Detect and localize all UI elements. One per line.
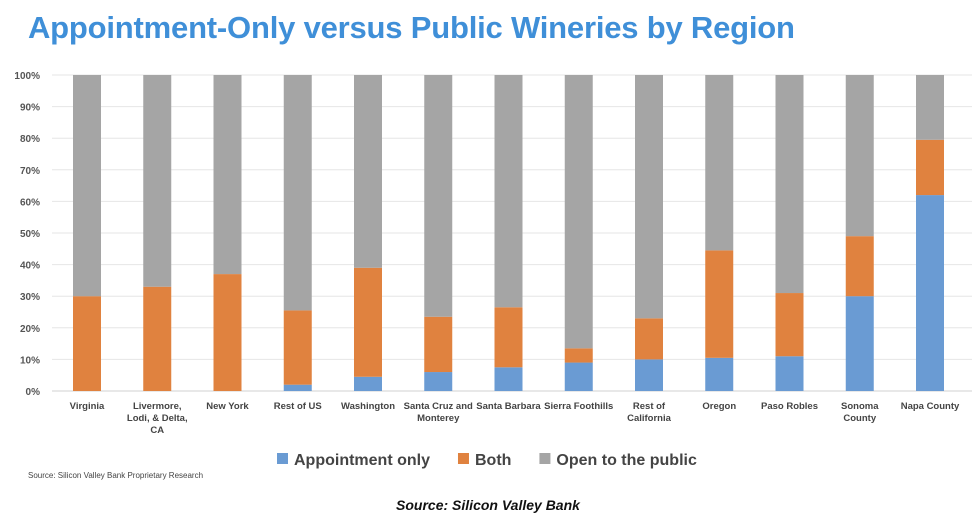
bar-segment: [73, 75, 101, 297]
y-tick-label: 60%: [20, 197, 40, 208]
x-tick-label: Santa Barbara: [476, 401, 541, 412]
bar-segment: [635, 359, 663, 391]
bar-segment: [775, 356, 804, 391]
bar-segment: [494, 307, 523, 368]
bar-segment: [283, 310, 312, 385]
bar-segment: [143, 75, 172, 287]
y-tick-label: 0%: [26, 387, 41, 398]
x-tick-label: CA: [150, 425, 164, 436]
x-tick-label: Sierra Foothills: [544, 401, 613, 412]
bar-segment: [705, 357, 734, 391]
x-tick-label: Rest of: [633, 401, 666, 412]
bar-segment: [73, 296, 101, 391]
x-tick-label: Oregon: [702, 401, 736, 412]
bar-segment: [916, 75, 944, 140]
y-tick-label: 90%: [20, 103, 40, 114]
x-tick-label: Virginia: [70, 401, 105, 412]
bar-segment: [494, 75, 523, 308]
x-tick-label: Livermore,: [133, 401, 182, 412]
chart-title: Appointment-Only versus Public Wineries …: [28, 10, 795, 45]
legend-swatch: [457, 453, 469, 464]
bar-segment: [845, 296, 874, 391]
x-tick-label: Paso Robles: [761, 401, 818, 412]
bar-segment: [635, 75, 663, 319]
bar-segment: [424, 316, 453, 373]
bar-segment: [424, 75, 453, 317]
source-caption: Source: Silicon Valley Bank: [396, 497, 580, 513]
bar-segment: [775, 293, 804, 357]
y-tick-label: 30%: [20, 292, 40, 303]
x-tick-label: Monterey: [417, 413, 460, 424]
stacked-bar-chart: 0% 10% 20% 30% 40% 50% 60% 70% 80% 90% 100% Virgini…: [14, 71, 972, 469]
y-tick-label: 70%: [20, 166, 40, 177]
legend-label: Appointment only: [294, 452, 430, 469]
y-tick-label: 80%: [20, 134, 40, 145]
bar-segment: [354, 267, 382, 377]
x-tick-label: Rest of US: [274, 401, 322, 412]
y-tick-label: 100%: [14, 71, 40, 82]
y-tick-label: 40%: [20, 261, 40, 272]
bar-segment: [354, 376, 382, 391]
legend-label: Both: [475, 452, 511, 469]
bar-segment: [494, 367, 523, 391]
bar-segment: [213, 75, 242, 275]
x-tick-label: Sonoma: [841, 401, 879, 412]
y-tick-label: 20%: [20, 324, 40, 335]
x-tick-label: Washington: [341, 401, 395, 412]
source-note: Source: Silicon Valley Bank Proprietary …: [28, 471, 204, 480]
x-tick-label: Lodi, & Delta,: [127, 413, 188, 424]
bar-segment: [845, 236, 874, 297]
x-tick-label: California: [627, 413, 672, 424]
bar-segment: [775, 75, 804, 294]
bar-segment: [705, 250, 734, 358]
x-tick-label: Napa County: [901, 401, 960, 412]
bar-segment: [354, 75, 382, 268]
bar-segment: [564, 348, 593, 363]
bar-segment: [424, 372, 453, 391]
bar-segment: [564, 75, 593, 349]
bar-segment: [564, 362, 593, 391]
bar-segment: [213, 274, 242, 391]
legend-label: Open to the public: [556, 452, 697, 469]
bar-segment: [845, 75, 874, 237]
bar-segment: [143, 286, 172, 391]
bar-segment: [635, 318, 663, 360]
y-tick-label: 50%: [20, 229, 40, 240]
bar-segment: [916, 139, 944, 196]
x-tick-label: County: [843, 413, 876, 424]
legend-swatch: [277, 453, 288, 464]
bar-segment: [283, 384, 312, 391]
x-tick-label: New York: [206, 401, 249, 412]
legend-swatch: [539, 453, 551, 464]
y-tick-label: 10%: [20, 355, 40, 366]
bar-segment: [916, 195, 944, 391]
x-tick-label: Santa Cruz and: [404, 401, 473, 412]
bar-segment: [705, 75, 734, 251]
bar-segment: [283, 75, 312, 311]
